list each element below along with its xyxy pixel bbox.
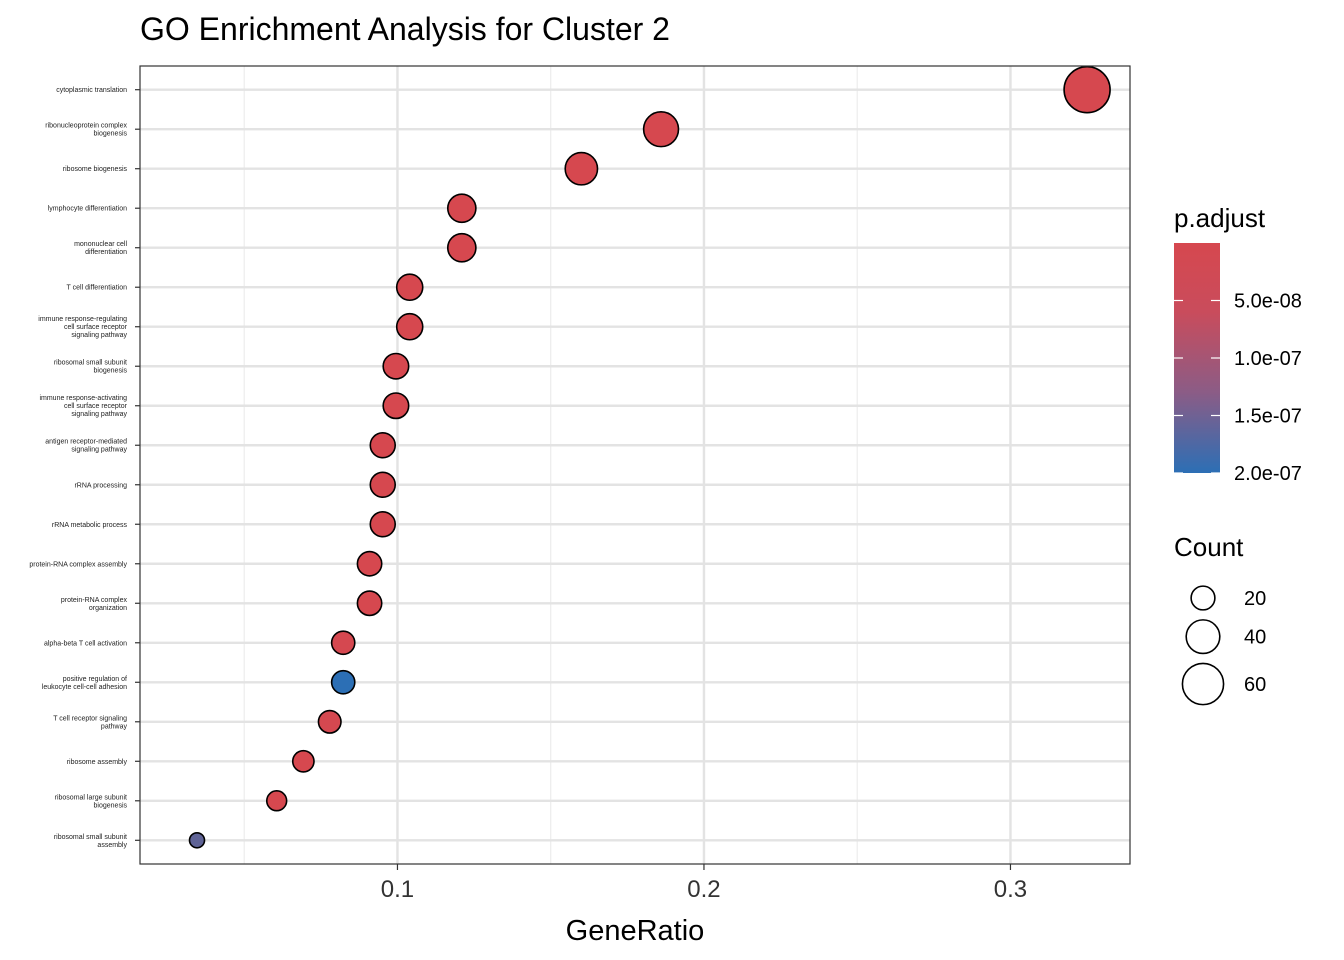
chart-title: GO Enrichment Analysis for Cluster 2 — [140, 11, 670, 47]
minor-gridlines — [243, 66, 858, 864]
y-tick-label: antigen receptor-mediated — [45, 439, 127, 446]
y-tick-label: signaling pathway — [71, 332, 127, 339]
y-tick-label: pathway — [101, 723, 128, 730]
y-tick-label: assembly — [97, 842, 127, 849]
y-tick-label: cytoplasmic translation — [56, 87, 127, 94]
legend-color-label: 5.0e-08 — [1234, 291, 1302, 313]
data-point — [446, 232, 477, 263]
data-point — [291, 749, 315, 773]
y-tick-label: rRNA metabolic process — [52, 522, 128, 529]
data-point — [395, 273, 424, 302]
x-tick-label: 0.1 — [381, 876, 414, 903]
y-tick-label: signaling pathway — [71, 447, 127, 454]
legend-size-circle — [1185, 619, 1221, 655]
y-tick-label: ribosome assembly — [67, 759, 128, 766]
y-tick-label: ribonucleoprotein complex — [45, 123, 127, 130]
legend-size-label: 20 — [1244, 588, 1266, 610]
data-point — [369, 511, 397, 538]
y-tick-label: T cell receptor signaling — [53, 715, 127, 722]
x-tick-label: 0.2 — [687, 876, 720, 903]
y-tick-label: biogenesis — [94, 368, 128, 375]
plot-panel — [140, 66, 1130, 864]
data-point — [265, 790, 288, 812]
y-tick-label: T cell differentiation — [67, 285, 128, 292]
y-tick-label: immune response-activating — [39, 395, 127, 402]
data-point — [317, 709, 342, 734]
legend-color-label: 2.0e-07 — [1234, 463, 1302, 485]
y-tick-label: immune response-regulating — [38, 316, 127, 323]
y-tick-label: alpha-beta T cell activation — [44, 640, 127, 647]
data-point — [356, 550, 383, 577]
legend-size-circle — [1190, 585, 1216, 611]
legend-size-label: 40 — [1244, 627, 1266, 649]
y-tick-label: ribosomal small subunit — [54, 834, 127, 841]
legend-color-label: 1.5e-07 — [1234, 406, 1302, 428]
y-tick-label: biogenesis — [94, 131, 128, 138]
legend-color-title: p.adjust — [1174, 203, 1266, 233]
y-tick-label: protein-RNA complex assembly — [29, 561, 127, 568]
y-tick-label: rRNA processing — [74, 482, 127, 489]
y-tick-label: ribosomal small subunit — [54, 360, 127, 367]
data-point — [446, 193, 477, 224]
y-tick-label: positive regulation of — [63, 676, 127, 683]
y-tick-label: mononuclear cell — [74, 241, 127, 248]
legend-color: p.adjust 5.0e-08 1.0e-07 1.5e-07 2.0e-07 — [1174, 203, 1302, 485]
x-axis-title: GeneRatio — [566, 915, 705, 947]
plot-border — [139, 65, 1131, 865]
y-axis: cytoplasmic translation ribonucleoprotein… — [29, 87, 140, 849]
y-tick-label: organization — [89, 605, 127, 612]
y-tick-label: biogenesis — [94, 802, 128, 809]
data-point — [382, 392, 410, 420]
x-tick-label: 0.3 — [994, 876, 1027, 903]
major-gridlines — [140, 66, 1130, 864]
y-tick-label: ribosomal large subunit — [55, 794, 127, 801]
data-points — [188, 65, 1111, 849]
y-tick-label: cell surface receptor — [64, 403, 128, 410]
legend-size: Count 20 40 60 — [1174, 532, 1266, 706]
y-tick-label: ribosome biogenesis — [63, 166, 128, 173]
legend-color-label: 1.0e-07 — [1234, 348, 1302, 370]
legend-size-title: Count — [1174, 532, 1244, 562]
y-tick-label: differentiation — [85, 249, 127, 256]
data-point — [395, 312, 424, 341]
legend-size-label: 60 — [1244, 674, 1266, 696]
data-point — [642, 110, 680, 148]
x-axis: 0.1 0.2 0.3 — [381, 864, 1027, 903]
data-point — [330, 669, 356, 695]
data-point — [356, 590, 383, 617]
data-point — [369, 431, 397, 459]
y-tick-label: lymphocyte differentiation — [48, 206, 127, 213]
data-point — [564, 151, 599, 186]
data-point — [369, 471, 397, 499]
y-tick-label: cell surface receptor — [64, 324, 128, 331]
y-tick-label: leukocyte cell-cell adhesion — [42, 684, 127, 691]
data-point — [330, 630, 356, 656]
legend-size-circle — [1181, 662, 1225, 706]
data-point — [188, 831, 206, 849]
y-tick-label: signaling pathway — [71, 411, 127, 418]
data-point — [1063, 65, 1111, 114]
y-tick-label: protein-RNA complex — [61, 597, 128, 604]
data-point — [382, 352, 410, 380]
